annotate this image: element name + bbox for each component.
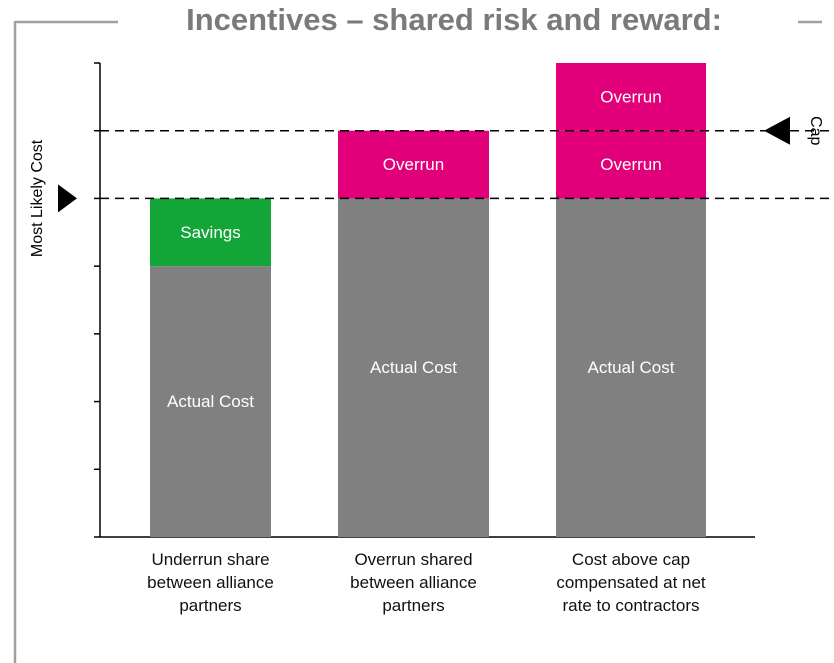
marker-arrow — [58, 184, 77, 213]
segment-label: Savings — [180, 223, 240, 242]
marker-arrow — [764, 116, 790, 145]
chart-title: Incentives – shared risk and reward: — [186, 2, 722, 37]
segment-label: Actual Cost — [588, 358, 675, 377]
reference-label: Most Likely Cost — [29, 139, 46, 257]
segment-label: Actual Cost — [167, 392, 254, 411]
category-label: Underrun share between alliance partners — [147, 550, 274, 615]
bar-segment — [556, 130, 706, 199]
bar-segment — [150, 266, 271, 537]
category-label: Cost above cap compensated at net rate t… — [556, 550, 706, 615]
segment-label: Overrun — [383, 155, 444, 174]
segment-label: Actual Cost — [370, 358, 457, 377]
bar-segment — [338, 198, 489, 537]
segment-label: Overrun — [600, 155, 661, 174]
reference-label: Cap — [807, 116, 824, 145]
bar-segment — [150, 198, 271, 267]
category-label: Overrun shared between alliance partners — [350, 550, 477, 615]
bar-segment — [556, 198, 706, 537]
bar-segment — [556, 63, 706, 131]
bar-segment — [338, 130, 489, 199]
segment-label: Overrun — [600, 87, 661, 106]
